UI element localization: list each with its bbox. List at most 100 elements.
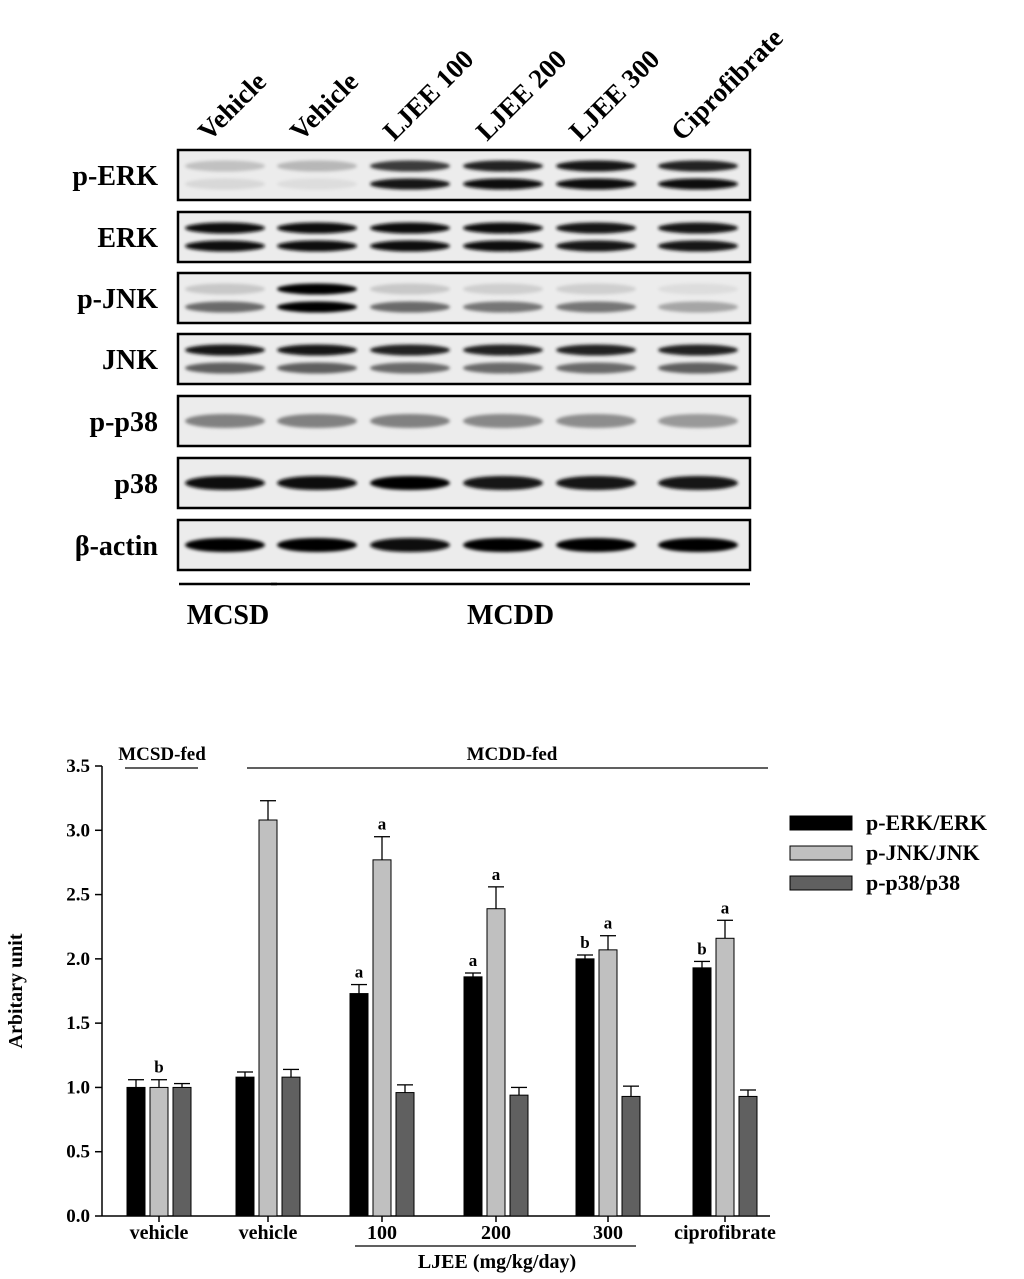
blot-band	[277, 283, 357, 295]
blot-band	[277, 160, 357, 172]
blot-band	[185, 160, 265, 172]
blot-band	[370, 178, 450, 190]
bar-chart-panel: 0.0 0.5 1.0 1.5 2.0 2.5 3.0 3.5 Arbitary unit veh…	[5, 744, 987, 1273]
significance-label: a	[492, 865, 501, 884]
blot-band	[556, 240, 636, 252]
blot-band	[658, 538, 738, 552]
blot-band	[185, 538, 265, 552]
lane-label: Vehicle	[284, 66, 364, 146]
significance-label: b	[154, 1058, 163, 1077]
blot-band	[370, 344, 450, 356]
blot-band	[463, 414, 543, 428]
bar	[372, 859, 392, 1217]
y-tick-label: 2.0	[66, 949, 90, 970]
blot-frame	[176, 148, 752, 202]
blot-band	[185, 240, 265, 252]
blot-band	[463, 178, 543, 190]
blot-band	[658, 160, 738, 172]
blot-row: JNK	[102, 332, 752, 386]
x-tick-label: vehicle	[130, 1222, 189, 1244]
blot-row-label: ERK	[97, 223, 158, 254]
blot-row: p-p38	[90, 394, 752, 448]
significance-label: a	[721, 898, 730, 917]
bar	[692, 967, 712, 1217]
y-tick-label: 3.5	[66, 756, 90, 777]
blot-row-label: p-ERK	[72, 161, 158, 192]
bar	[575, 958, 595, 1217]
blot-band	[658, 283, 738, 295]
blot-band	[185, 344, 265, 356]
lane-label: LJEE 300	[563, 44, 665, 146]
blot-band	[185, 414, 265, 428]
bar	[738, 1095, 758, 1217]
bar	[126, 1086, 146, 1217]
y-tick-label: 3.0	[66, 820, 90, 841]
y-tick-label: 0.0	[66, 1206, 90, 1227]
blot-band	[463, 538, 543, 552]
blot-band	[277, 538, 357, 552]
blot-band	[658, 476, 738, 490]
blot-band	[556, 301, 636, 313]
blot-band	[463, 301, 543, 313]
bar	[235, 1076, 255, 1217]
x-tick-label: ciprofibrate	[674, 1222, 776, 1244]
blot-band	[556, 414, 636, 428]
blot-row: p-JNK	[77, 271, 752, 325]
blot-band	[277, 476, 357, 490]
blot-band	[556, 476, 636, 490]
legend-swatch	[789, 815, 853, 831]
blot-band	[370, 476, 450, 490]
blot-band	[658, 222, 738, 234]
bar	[621, 1095, 641, 1217]
blot-row-label: p38	[114, 469, 158, 500]
blot-frame	[176, 271, 752, 325]
blot-row-label: p-JNK	[77, 284, 158, 315]
blot-band	[658, 178, 738, 190]
blot-band	[556, 283, 636, 295]
blot-band	[185, 283, 265, 295]
y-tick-label: 1.0	[66, 1077, 90, 1098]
blot-row-label: β-actin	[75, 531, 159, 562]
blot-band	[556, 362, 636, 374]
blot-band	[658, 240, 738, 252]
blot-band	[370, 538, 450, 552]
blot-band	[556, 222, 636, 234]
dose-group-label: LJEE (mg/kg/day)	[418, 1251, 576, 1273]
y-tick-label: 0.5	[66, 1142, 90, 1163]
y-axis-label: Arbitary unit	[5, 933, 27, 1048]
y-tick-label: 2.5	[66, 885, 90, 906]
blot-band	[658, 414, 738, 428]
blot-row-label: JNK	[102, 345, 158, 376]
blot-band	[463, 344, 543, 356]
blot-row: p38	[114, 456, 752, 510]
blot-band	[463, 476, 543, 490]
significance-label: a	[378, 815, 387, 834]
blot-band	[277, 240, 357, 252]
bar	[281, 1076, 301, 1217]
blot-band	[463, 283, 543, 295]
blot-band	[556, 344, 636, 356]
blot-band	[277, 301, 357, 313]
bar	[463, 976, 483, 1217]
blot-row: ERK	[97, 210, 752, 264]
blot-band	[277, 178, 357, 190]
blot-band	[658, 362, 738, 374]
bar	[349, 993, 369, 1217]
blot-band	[556, 178, 636, 190]
x-tick-label: 200	[481, 1222, 511, 1244]
lane-label: LJEE 200	[470, 44, 572, 146]
y-tick-label: 1.5	[66, 1013, 90, 1034]
x-tick-label: 300	[593, 1222, 623, 1244]
blot-band	[185, 301, 265, 313]
significance-label: a	[355, 963, 364, 982]
significance-label: b	[580, 933, 589, 952]
blot-frame	[176, 210, 752, 264]
bar	[715, 937, 735, 1217]
blot-band	[370, 362, 450, 374]
blot-band	[556, 160, 636, 172]
blot-band	[463, 240, 543, 252]
blot-band	[370, 160, 450, 172]
lane-label: LJEE 100	[377, 44, 479, 146]
significance-label: a	[604, 914, 613, 933]
